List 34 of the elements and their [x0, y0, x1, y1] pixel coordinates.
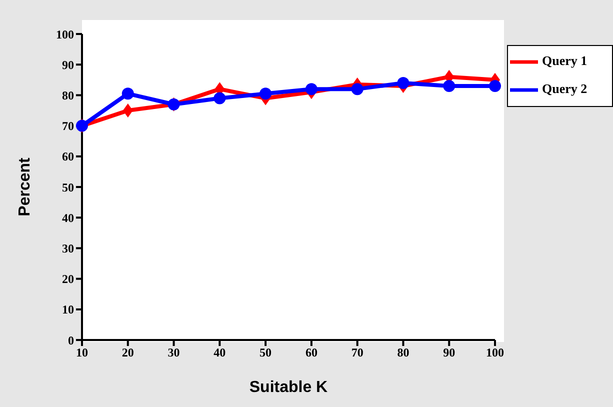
x-tick-label: 30: [168, 346, 180, 360]
y-tick-label: 0: [68, 333, 74, 348]
x-tick-label: 20: [122, 346, 134, 360]
point: [122, 88, 134, 100]
point: [443, 80, 456, 92]
x-tick-label: 70: [351, 346, 364, 360]
x-axis-title: Suitable K: [249, 379, 328, 396]
y-tick-label: 40: [62, 210, 74, 225]
x-tick-label: 40: [214, 346, 226, 360]
y-tick-label: 10: [62, 302, 74, 317]
point: [351, 83, 364, 96]
point: [305, 83, 318, 96]
legend-label: Query 2: [542, 80, 588, 96]
point: [214, 92, 226, 104]
x-tick-label: 90: [443, 346, 456, 360]
y-tick-label: 80: [62, 88, 74, 102]
point: [397, 76, 410, 89]
x-tick-label: 10: [76, 346, 88, 360]
y-tick-label: 70: [62, 119, 74, 134]
y-tick-label: 100: [56, 27, 74, 42]
point: [122, 104, 133, 118]
y-tick-label: 50: [62, 180, 74, 194]
point: [489, 80, 501, 92]
x-tick-label: 100: [486, 346, 504, 360]
y-tick-label: 60: [62, 150, 74, 164]
x-tick-label: 80: [397, 346, 410, 360]
x-tick-label: 60: [305, 346, 318, 360]
y-tick-label: 90: [62, 58, 74, 72]
y-axis-title: Percent: [16, 156, 34, 216]
point: [260, 88, 272, 100]
x-tick-label: 50: [260, 346, 272, 360]
y-tick-label: 20: [62, 272, 74, 286]
y-tick-label: 30: [62, 241, 74, 256]
legend-label: Query 1: [542, 52, 588, 68]
